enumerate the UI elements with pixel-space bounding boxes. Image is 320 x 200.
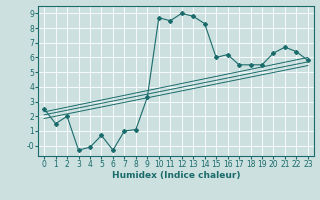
X-axis label: Humidex (Indice chaleur): Humidex (Indice chaleur) [112,171,240,180]
